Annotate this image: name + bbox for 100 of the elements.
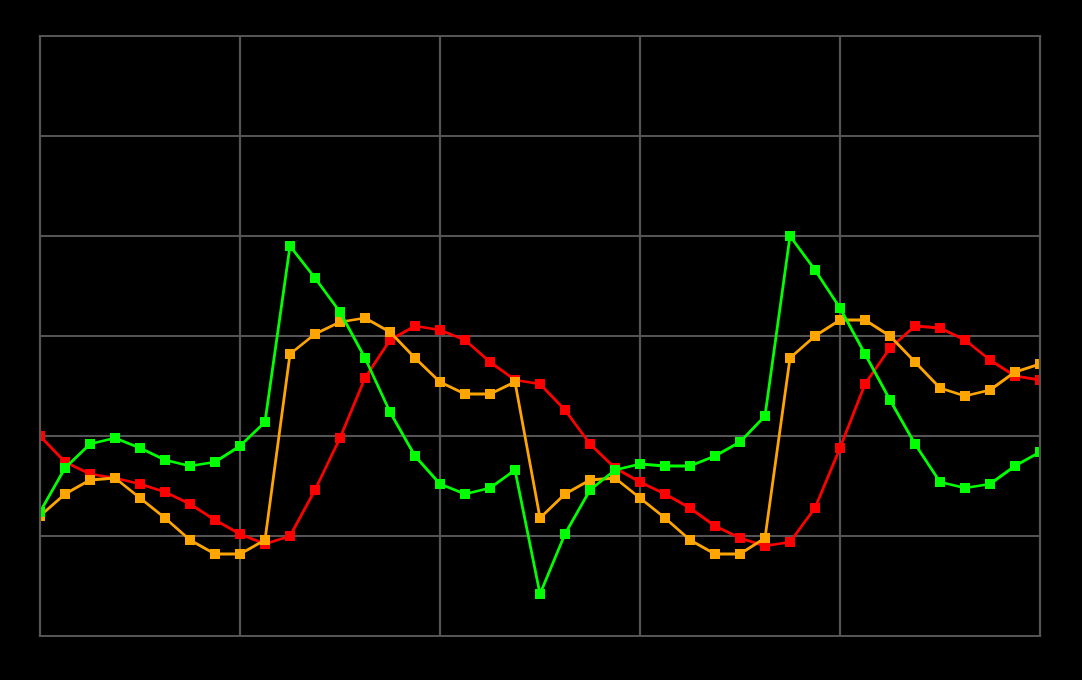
- point: [385, 327, 395, 337]
- point: [685, 535, 695, 545]
- point: [785, 537, 795, 547]
- point: [710, 451, 720, 461]
- point: [535, 379, 545, 389]
- point: [185, 461, 195, 471]
- point: [860, 379, 870, 389]
- point: [810, 503, 820, 513]
- point: [935, 383, 945, 393]
- point: [960, 391, 970, 401]
- point: [635, 459, 645, 469]
- point: [635, 493, 645, 503]
- point: [235, 529, 245, 539]
- point: [585, 475, 595, 485]
- point: [985, 355, 995, 365]
- point: [685, 503, 695, 513]
- point: [160, 487, 170, 497]
- point: [385, 407, 395, 417]
- point: [360, 373, 370, 383]
- point: [785, 353, 795, 363]
- point: [285, 241, 295, 251]
- point: [60, 489, 70, 499]
- point: [310, 485, 320, 495]
- point: [810, 331, 820, 341]
- point: [360, 313, 370, 323]
- point: [160, 513, 170, 523]
- point: [285, 531, 295, 541]
- point: [735, 549, 745, 559]
- point: [485, 483, 495, 493]
- point: [310, 329, 320, 339]
- point: [810, 265, 820, 275]
- point: [535, 513, 545, 523]
- point: [360, 353, 370, 363]
- point: [510, 465, 520, 475]
- point: [410, 321, 420, 331]
- point: [710, 521, 720, 531]
- point: [1010, 461, 1020, 471]
- point: [985, 385, 995, 395]
- point: [535, 589, 545, 599]
- point: [935, 323, 945, 333]
- point: [710, 549, 720, 559]
- point: [435, 479, 445, 489]
- point: [260, 417, 270, 427]
- point: [835, 303, 845, 313]
- point: [835, 443, 845, 453]
- point: [910, 357, 920, 367]
- point: [85, 439, 95, 449]
- point: [860, 349, 870, 359]
- point: [660, 489, 670, 499]
- point: [110, 433, 120, 443]
- point: [235, 441, 245, 451]
- point: [960, 335, 970, 345]
- point: [235, 549, 245, 559]
- point: [585, 439, 595, 449]
- point: [435, 325, 445, 335]
- point: [785, 231, 795, 241]
- point: [210, 457, 220, 467]
- point: [660, 461, 670, 471]
- point: [885, 343, 895, 353]
- point: [910, 321, 920, 331]
- point: [835, 315, 845, 325]
- point: [210, 515, 220, 525]
- point: [60, 463, 70, 473]
- point: [160, 455, 170, 465]
- point: [560, 529, 570, 539]
- point: [85, 475, 95, 485]
- point: [885, 331, 895, 341]
- point: [985, 479, 995, 489]
- point: [285, 349, 295, 359]
- point: [760, 533, 770, 543]
- point: [485, 389, 495, 399]
- point: [335, 433, 345, 443]
- point: [735, 533, 745, 543]
- point: [185, 499, 195, 509]
- point: [560, 489, 570, 499]
- point: [760, 411, 770, 421]
- point: [460, 389, 470, 399]
- point: [885, 395, 895, 405]
- point: [735, 437, 745, 447]
- point: [410, 353, 420, 363]
- point: [860, 315, 870, 325]
- point: [635, 477, 645, 487]
- point: [910, 439, 920, 449]
- point: [460, 335, 470, 345]
- point: [185, 535, 195, 545]
- point: [410, 451, 420, 461]
- point: [335, 317, 345, 327]
- point: [335, 307, 345, 317]
- point: [135, 443, 145, 453]
- point: [135, 479, 145, 489]
- point: [585, 485, 595, 495]
- point: [560, 405, 570, 415]
- point: [485, 357, 495, 367]
- point: [435, 377, 445, 387]
- point: [135, 493, 145, 503]
- point: [660, 513, 670, 523]
- point: [685, 461, 695, 471]
- point: [210, 549, 220, 559]
- point: [460, 489, 470, 499]
- point: [935, 477, 945, 487]
